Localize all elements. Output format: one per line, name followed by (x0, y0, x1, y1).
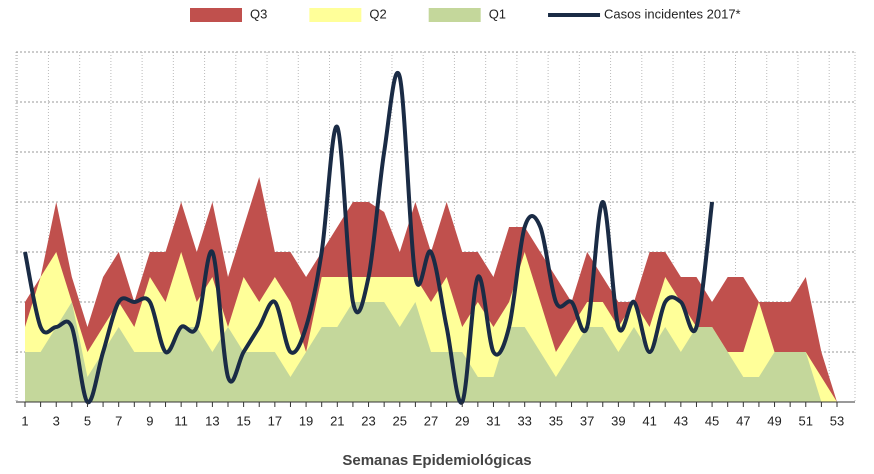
x-tick-label: 45 (705, 413, 719, 428)
x-tick-label: 49 (767, 413, 781, 428)
legend-swatch (428, 8, 481, 22)
x-axis-title: Semanas Epidemiológicas (342, 452, 531, 469)
x-tick-label: 29 (455, 413, 469, 428)
x-tick-label: 47 (736, 413, 750, 428)
x-tick-label: 27 (424, 413, 438, 428)
x-tick-label: 9 (146, 413, 153, 428)
x-tick-label: 31 (486, 413, 500, 428)
x-tick-label: 19 (299, 413, 313, 428)
x-tick-label: 13 (205, 413, 219, 428)
x-tick-label: 17 (268, 413, 282, 428)
x-tick-label: 7 (115, 413, 122, 428)
x-tick-label: 1 (21, 413, 28, 428)
x-tick-label: 35 (549, 413, 563, 428)
legend-swatch (190, 8, 242, 22)
x-tick-label: 5 (84, 413, 91, 428)
x-tick-label: 11 (174, 413, 188, 428)
x-tick-label: 21 (330, 413, 344, 428)
x-tick-label: 39 (611, 413, 625, 428)
x-tick-label: 41 (642, 413, 656, 428)
x-tick-label: 23 (361, 413, 375, 428)
legend-label: Q1 (489, 6, 506, 21)
x-tick-label: 33 (517, 413, 531, 428)
line (23, 71, 715, 405)
x-tick-label: 15 (236, 413, 250, 428)
x-tick-label: 25 (393, 413, 407, 428)
legend-label: Q2 (369, 6, 386, 21)
x-tick-label: 51 (799, 413, 813, 428)
x-tick-label: 3 (53, 413, 60, 428)
x-tick-label: 43 (674, 413, 688, 428)
x-tick-label: 53 (830, 413, 844, 428)
x-tick-label: 37 (580, 413, 594, 428)
legend-label: Q3 (250, 6, 267, 21)
legend-swatch (309, 8, 362, 22)
legend-label: Casos incidentes 2017* (604, 6, 741, 21)
